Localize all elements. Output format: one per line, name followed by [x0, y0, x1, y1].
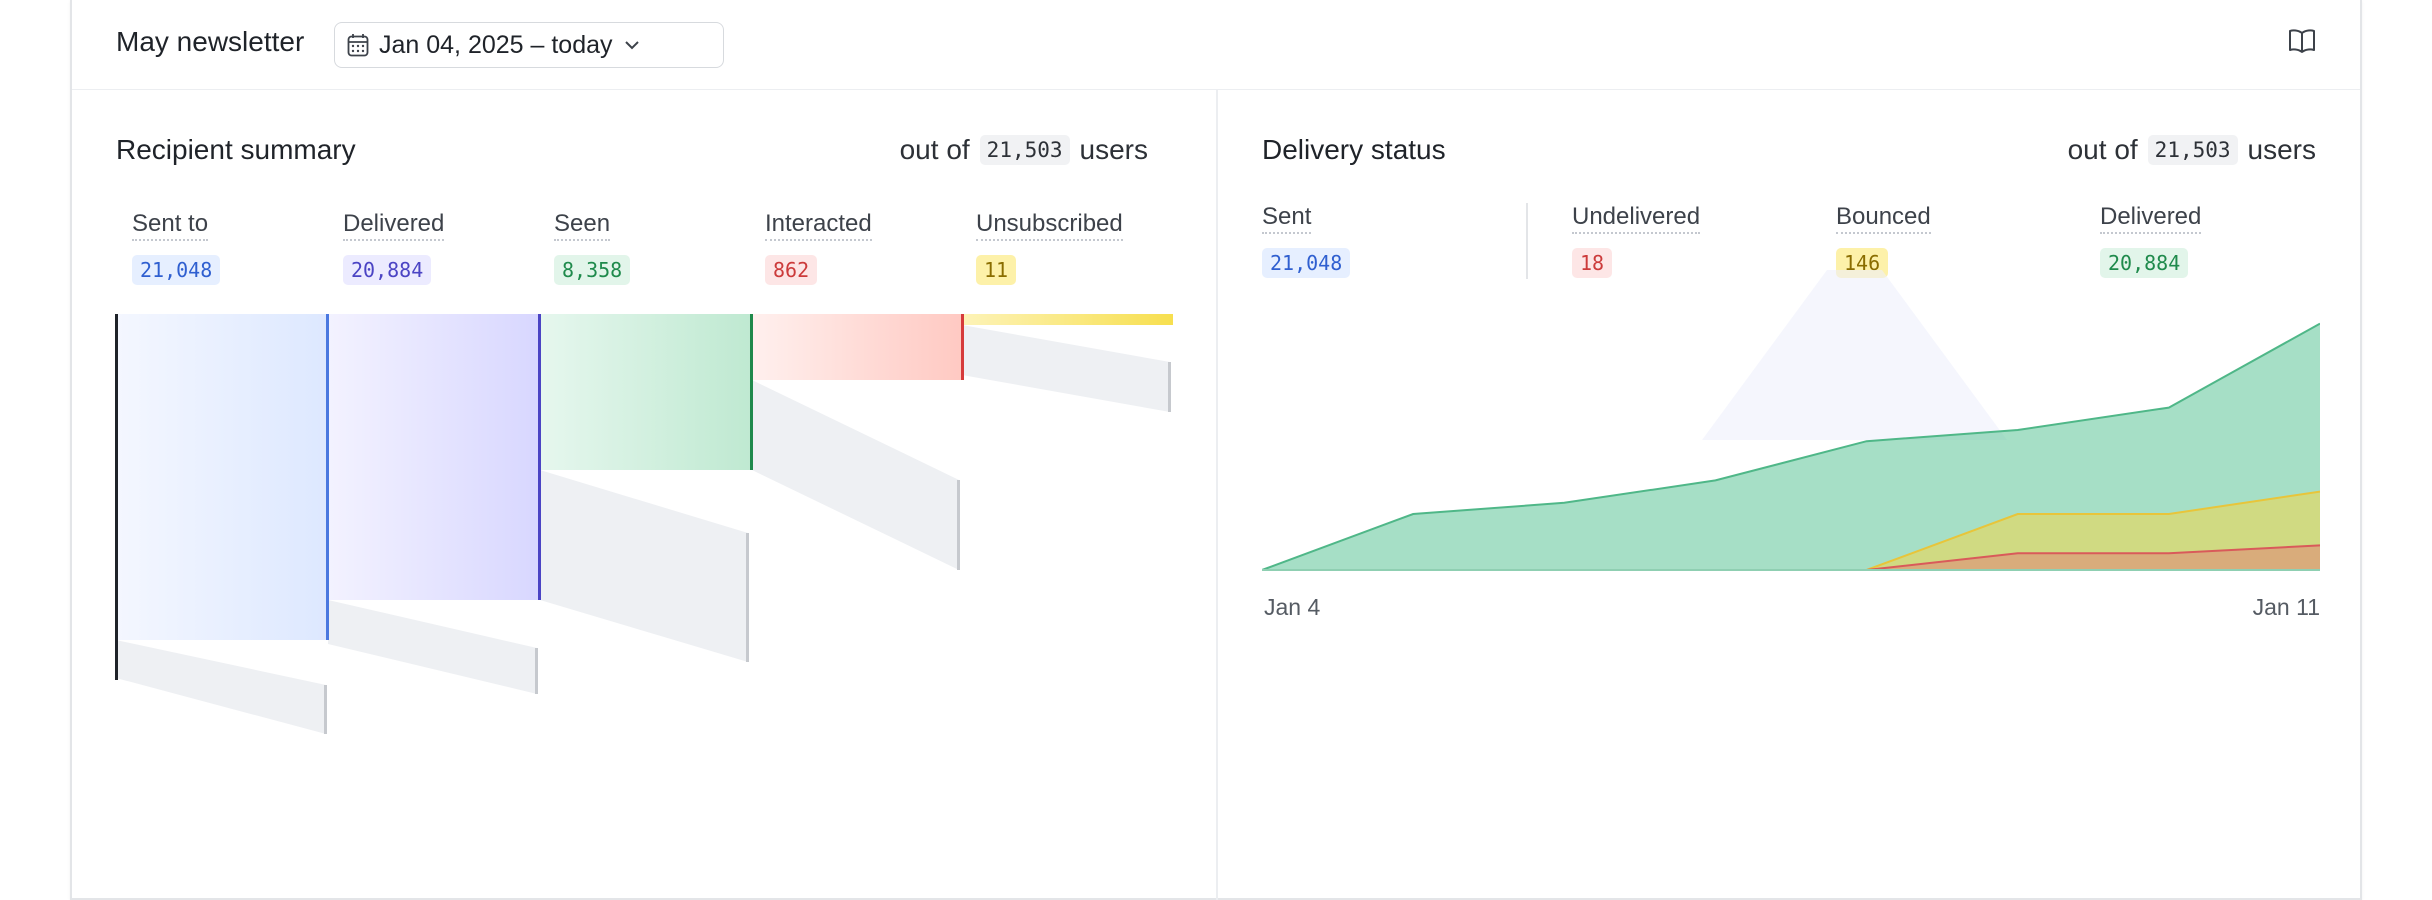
book-icon: [2289, 29, 2315, 53]
calendar-icon: [347, 34, 369, 57]
metric-value: 20,884: [343, 255, 432, 285]
page-title: May newsletter: [116, 26, 305, 57]
funnel-bar-unsubscribed[interactable]: [962, 314, 1173, 325]
metric-bounced: Bounced 146: [1836, 203, 1931, 278]
dropoff-ribbon: [540, 470, 748, 662]
docs-button[interactable]: [2288, 28, 2316, 59]
recipient-funnel: [115, 314, 1173, 734]
dropoff-edge: [324, 685, 327, 734]
out-of-suffix: users: [1079, 134, 1148, 165]
funnel-divider-green: [750, 314, 753, 470]
dropoff-ribbon: [116, 640, 326, 734]
metric-label[interactable]: Seen: [554, 210, 611, 241]
metric-sent: Sent 21,048: [1262, 203, 1351, 278]
total-users-badge: 21,503: [2147, 135, 2238, 165]
date-range-picker[interactable]: Jan 04, 2025 – today: [334, 22, 724, 68]
funnel-bar-delivered[interactable]: [328, 314, 539, 600]
area-series-bounced[interactable]: [1262, 491, 2320, 570]
metric-delivered-status: Delivered 20,884: [2100, 203, 2202, 278]
metric-label[interactable]: Bounced: [1836, 203, 1931, 234]
area-series-undelivered[interactable]: [1262, 545, 2320, 570]
chevron-down-icon: [624, 41, 639, 50]
line-series-delivered: [1262, 322, 2320, 571]
metric-value: 8,358: [554, 255, 631, 285]
metric-label[interactable]: Interacted: [765, 210, 872, 241]
metric-delivered: Delivered 20,884: [343, 210, 445, 285]
metric-sent-to: Sent to 21,048: [132, 210, 221, 285]
metric-interacted: Interacted 862: [765, 210, 872, 285]
date-range-label: Jan 04, 2025 – today: [379, 30, 613, 59]
dropoff-edge: [535, 648, 538, 694]
metric-value: 21,048: [1262, 248, 1351, 278]
funnel-bar-sent-to[interactable]: [116, 314, 327, 640]
out-of-suffix: users: [2247, 134, 2316, 165]
hover-highlight: [1702, 270, 2007, 440]
metric-value: 11: [976, 255, 1017, 285]
delivery-total: out of 21,503 users: [2068, 134, 2316, 166]
x-axis-start-label: Jan 4: [1264, 594, 1321, 620]
dropoff-ribbon: [328, 600, 537, 694]
x-axis-end-label: Jan 11: [2252, 594, 2320, 620]
area-series-delivered[interactable]: [1262, 323, 2320, 570]
metric-label[interactable]: Unsubscribed: [976, 210, 1123, 241]
delivery-status-title: Delivery status: [1262, 134, 1446, 165]
funnel-divider-indigo: [538, 314, 541, 600]
metric-unsubscribed: Unsubscribed 11: [976, 210, 1123, 285]
metric-value: 18: [1572, 248, 1613, 278]
dropoff-ribbon: [752, 380, 959, 570]
metric-undelivered: Undelivered 18: [1572, 203, 1701, 278]
metric-value: 862: [765, 255, 818, 285]
metric-value: 20,884: [2100, 248, 2189, 278]
newsletter-card: May newsletter Jan 04, 2025 – today Re: [70, 0, 2362, 900]
metric-seen: Seen 8,358: [554, 210, 631, 285]
metric-label[interactable]: Delivered: [2100, 203, 2202, 234]
recipient-summary-title: Recipient summary: [116, 134, 356, 165]
funnel-bar-seen[interactable]: [540, 314, 751, 470]
panel-divider: [1216, 90, 1218, 900]
recipient-total: out of 21,503 users: [900, 134, 1148, 166]
funnel-bar-interacted[interactable]: [752, 314, 963, 380]
total-users-badge: 21,503: [979, 135, 1070, 165]
dropoff-ribbon: [962, 325, 1170, 412]
card-header: May newsletter Jan 04, 2025 – today: [72, 0, 2360, 90]
metric-value: 21,048: [132, 255, 221, 285]
metric-label[interactable]: Undelivered: [1572, 203, 1701, 234]
funnel-divider-red: [961, 314, 964, 380]
out-of-prefix: out of: [2067, 134, 2138, 165]
metric-label[interactable]: Sent to: [132, 210, 209, 241]
funnel-start-line: [115, 314, 118, 680]
dropoff-edge: [957, 480, 960, 570]
dropoff-edge: [1168, 362, 1171, 412]
metric-label[interactable]: Delivered: [343, 210, 445, 241]
dropoff-edge: [746, 533, 749, 662]
out-of-prefix: out of: [899, 134, 970, 165]
delivery-area-chart[interactable]: [1262, 270, 2320, 580]
metric-label[interactable]: Sent: [1262, 203, 1312, 234]
metric-separator: [1526, 203, 1528, 279]
funnel-divider-blue: [326, 314, 329, 640]
